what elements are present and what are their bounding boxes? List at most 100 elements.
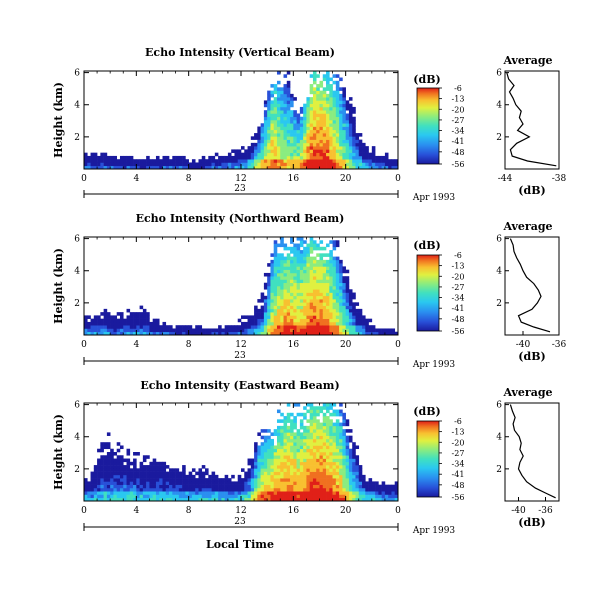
heatmap-cell xyxy=(300,149,304,153)
heatmap-cell xyxy=(320,117,324,121)
heatmap-cell xyxy=(182,465,186,469)
heatmap-cell xyxy=(87,488,91,492)
heatmap-cell xyxy=(320,260,324,264)
heatmap-cell xyxy=(127,156,131,160)
heatmap-cell xyxy=(287,312,291,316)
heatmap-cell xyxy=(293,263,297,267)
heatmap-cell xyxy=(277,104,281,108)
heatmap-cell xyxy=(326,319,330,323)
heatmap-cell xyxy=(120,488,124,492)
heatmap-cell xyxy=(113,494,117,498)
heatmap-cell xyxy=(264,273,268,277)
heatmap-cell xyxy=(274,455,278,459)
heatmap-cell xyxy=(310,123,314,127)
heatmap-cell xyxy=(127,462,131,466)
heatmap-cell xyxy=(277,442,281,446)
heatmap-cell xyxy=(280,413,284,417)
heatmap-cell xyxy=(326,449,330,453)
heatmap-cell xyxy=(261,452,265,456)
heatmap-cell xyxy=(303,459,307,463)
heatmap-cell xyxy=(303,250,307,254)
heatmap-cell xyxy=(176,472,180,476)
heatmap-cell xyxy=(303,491,307,495)
average-profile: Average -40 -36246 (dB) xyxy=(496,220,566,363)
heatmap-cell xyxy=(310,240,314,244)
heatmap-cell xyxy=(326,279,330,283)
heatmap-cell xyxy=(310,478,314,482)
heatmap-cell xyxy=(280,260,284,264)
heatmap-cell xyxy=(94,153,98,157)
average-xlabel: (dB) xyxy=(518,516,545,529)
heatmap-cell xyxy=(130,472,134,476)
heatmap-cell xyxy=(342,488,346,492)
heatmap-cell xyxy=(267,127,271,131)
heatmap-cell xyxy=(241,162,245,166)
heatmap-cell xyxy=(241,328,245,332)
heatmap-cell xyxy=(303,465,307,469)
heatmap-cell xyxy=(261,312,265,316)
heatmap-cell xyxy=(264,455,268,459)
heatmap-cell xyxy=(84,328,88,332)
heatmap-cell xyxy=(300,449,304,453)
heatmap-cell xyxy=(120,472,124,476)
heatmap-cell xyxy=(333,143,337,147)
heatmap-cell xyxy=(133,312,137,316)
heatmap-cell xyxy=(300,419,304,423)
heatmap-cell xyxy=(97,491,101,495)
heatmap-cell xyxy=(290,250,294,254)
heatmap-cell xyxy=(349,146,353,150)
heatmap-cell xyxy=(274,306,278,310)
heatmap-cell xyxy=(241,481,245,485)
heatmap-cell xyxy=(257,452,261,456)
heatmap-cell xyxy=(355,302,359,306)
heatmap-cell xyxy=(176,468,180,472)
heatmap-cell xyxy=(267,143,271,147)
heatmap-cell xyxy=(117,312,121,316)
heatmap-cell xyxy=(149,322,153,326)
heatmap-cell xyxy=(310,406,314,410)
heatmap-cells xyxy=(84,71,398,169)
heatmap-cell xyxy=(326,143,330,147)
heatmap-cell xyxy=(166,475,170,479)
heatmap-cell xyxy=(326,107,330,111)
heatmap-cell xyxy=(369,491,373,495)
heatmap-cell xyxy=(342,293,346,297)
heatmap-cell xyxy=(323,459,327,463)
heatmap-cell xyxy=(320,263,324,267)
heatmap-cell xyxy=(290,315,294,319)
heatmap-cell xyxy=(300,494,304,498)
heatmap-cell xyxy=(329,429,333,433)
heatmap-cell xyxy=(306,162,310,166)
heatmap-cell xyxy=(130,325,134,329)
heatmap-cell xyxy=(280,283,284,287)
heatmap-cell xyxy=(264,153,268,157)
heatmap-cell xyxy=(365,159,369,163)
heatmap-cell xyxy=(349,315,353,319)
heatmap-cell xyxy=(329,413,333,417)
heatmap-cell xyxy=(284,289,288,293)
heatmap-cell xyxy=(287,475,291,479)
heatmap-cell xyxy=(202,491,206,495)
heatmap-cell xyxy=(336,296,340,300)
heatmap-cell xyxy=(146,162,150,166)
heatmap-cell xyxy=(329,273,333,277)
average-y-tick-label: 4 xyxy=(496,101,502,111)
heatmap-cell xyxy=(284,306,288,310)
heatmap-cell xyxy=(104,322,108,326)
heatmap-cell xyxy=(87,322,91,326)
heatmap-cell xyxy=(310,302,314,306)
heatmap-cell xyxy=(293,143,297,147)
heatmap-cell xyxy=(254,465,258,469)
heatmap-cell xyxy=(352,149,356,153)
heatmap-cell xyxy=(300,488,304,492)
heatmap-cell xyxy=(287,445,291,449)
heatmap-cell xyxy=(339,263,343,267)
heatmap-cell xyxy=(306,266,310,270)
heatmap-cell xyxy=(316,156,320,160)
heatmap-cell xyxy=(313,296,317,300)
heatmap-cell xyxy=(365,325,369,329)
heatmap-cell xyxy=(280,449,284,453)
heatmap-cell xyxy=(284,247,288,251)
heatmap-cell xyxy=(320,481,324,485)
heatmap-cell xyxy=(342,472,346,476)
